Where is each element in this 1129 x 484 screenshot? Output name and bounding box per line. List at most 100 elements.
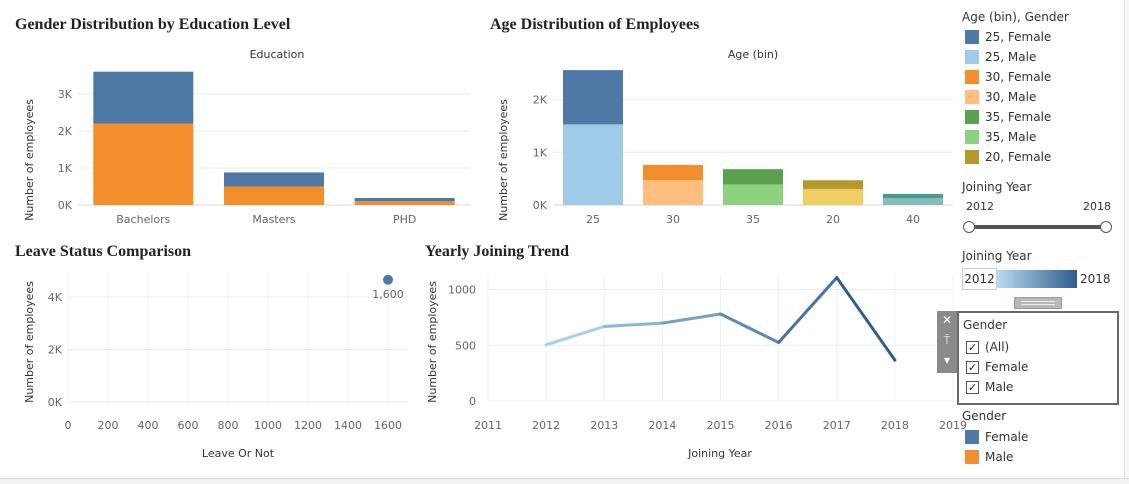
x-tick-label: 400 [138, 419, 159, 432]
education-ylabel: Number of employees [23, 99, 36, 221]
x-tick-label: 2019 [939, 419, 967, 432]
bar-age-20-female[interactable] [803, 180, 863, 190]
bar-masters-female[interactable] [224, 172, 324, 187]
slider-low-handle[interactable] [963, 221, 975, 233]
line-segment-2017[interactable] [835, 276, 897, 362]
close-icon[interactable]: ✕ [941, 313, 953, 327]
leave-ylabel: Number of employees [23, 281, 36, 403]
gender-legend-item[interactable]: Female [965, 429, 1028, 445]
checkbox[interactable]: ✓ [966, 360, 979, 374]
x-tick-label: 1400 [334, 419, 362, 432]
age-chart-title: Age Distribution of Employees [490, 16, 700, 33]
line-segment-2015[interactable] [719, 312, 781, 345]
x-tick-label: Masters [252, 213, 296, 226]
age-gender-legend-title: Age (bin), Gender [962, 10, 1069, 24]
x-tick-label: 800 [218, 419, 239, 432]
line-segment-2014[interactable] [660, 312, 722, 325]
joining-year-color-title: Joining Year [962, 249, 1032, 263]
gender-legend-item[interactable]: Male [965, 449, 1013, 465]
education-bar-chart[interactable]: Education Number of employees 0K 1K 2K 3K B… [0, 40, 470, 235]
bar-age-30-male[interactable] [643, 180, 703, 205]
checkbox-label: Male [985, 380, 1014, 394]
chevron-down-icon[interactable]: ▾ [943, 353, 951, 367]
x-tick-label: 30 [666, 213, 680, 226]
legend-item[interactable]: 30, Female [965, 69, 1051, 85]
line-segment-2013[interactable] [602, 321, 664, 328]
gender-filter-card: Gender ✓ (All) ✓ Female ✓ Male [957, 311, 1119, 405]
bar-age-40-female[interactable] [883, 193, 943, 199]
bar-age-25-female[interactable] [563, 70, 623, 125]
legend-label: 20, Female [985, 150, 1052, 164]
joining-line-chart[interactable]: Number of employees Joining Year 0 500 100… [420, 262, 967, 472]
legend-swatch [965, 110, 979, 124]
legend-swatch [965, 30, 979, 44]
age-bar-chart[interactable]: Age (bin) Number of employees 0K 1K 2K 25 3… [475, 40, 955, 235]
joining-xlabel: Joining Year [687, 447, 752, 460]
legend-item[interactable]: 25, Male [965, 49, 1036, 65]
line-segment-2016[interactable] [777, 276, 839, 345]
drag-grip-icon[interactable] [1014, 297, 1062, 309]
legend-item[interactable]: 25, Female [965, 29, 1051, 45]
checkbox[interactable]: ✓ [966, 340, 979, 354]
x-tick-label: 2011 [474, 419, 502, 432]
legend-label: 25, Male [985, 50, 1037, 64]
bar-bachelors-male[interactable] [93, 123, 194, 205]
y-tick-label: 0K [58, 199, 73, 212]
scatter-point[interactable] [383, 274, 393, 285]
x-tick-label: 25 [586, 213, 600, 226]
legend-item[interactable]: 30, Male [965, 89, 1036, 105]
legend-label: 30, Male [985, 90, 1037, 104]
x-tick-label: 2015 [707, 419, 735, 432]
y-tick-label: 2K [48, 343, 63, 356]
checkbox[interactable]: ✓ [966, 380, 979, 394]
x-tick-label: 600 [178, 419, 199, 432]
legend-swatch [965, 150, 979, 164]
scrollbar-track[interactable] [1124, 0, 1129, 478]
y-tick-label: 1000 [448, 284, 476, 297]
bar-age-20-male[interactable] [803, 189, 863, 205]
filter-toolbar: ✕ ⍑ ▾ [937, 311, 957, 373]
gender-filter-option[interactable]: ✓ (All) [966, 339, 1009, 355]
x-tick-label: 1200 [294, 419, 322, 432]
x-tick-label: 2014 [648, 419, 676, 432]
legend-item[interactable]: 35, Female [965, 109, 1051, 125]
y-tick-label: 4K [48, 291, 63, 304]
gender-filter-option[interactable]: ✓ Female [966, 359, 1028, 375]
line-segment-2012[interactable] [544, 324, 606, 347]
gender-legend-title: Gender [962, 409, 1007, 423]
joining-ylabel: Number of employees [426, 281, 439, 403]
education-chart-title: Gender Distribution by Education Level [15, 16, 291, 33]
legend-swatch [965, 50, 979, 64]
y-tick-label: 500 [455, 339, 476, 352]
gender-filter-option[interactable]: ✓ Male [966, 379, 1013, 395]
bar-age-30-female[interactable] [643, 164, 703, 181]
x-tick-label: 2016 [765, 419, 793, 432]
bar-age-35-male[interactable] [723, 184, 783, 205]
y-tick-label: 0 [469, 395, 476, 408]
x-tick-label: 2013 [590, 419, 618, 432]
pin-icon[interactable]: ⍑ [943, 333, 951, 347]
bar-phd-female[interactable] [354, 197, 455, 202]
slider-min-label: 2012 [966, 200, 994, 213]
leave-scatter-chart[interactable]: Number of employees Leave Or Not 0K2K4K … [0, 262, 420, 472]
y-tick-label: 1K [58, 162, 73, 175]
y-tick-label: 0K [533, 199, 548, 212]
gradient-max-label: 2018 [1080, 272, 1111, 286]
legend-swatch [965, 90, 979, 104]
bar-phd-male[interactable] [354, 201, 455, 205]
bar-bachelors-female[interactable] [93, 71, 194, 124]
legend-item[interactable]: 35, Male [965, 129, 1036, 145]
bar-masters-male[interactable] [224, 186, 324, 205]
slider-high-handle[interactable] [1100, 221, 1112, 233]
bar-age-35-female[interactable] [723, 169, 783, 185]
joining-year-slider-track[interactable] [969, 225, 1106, 229]
x-tick-label: 2017 [823, 419, 851, 432]
bar-age-40-male[interactable] [883, 198, 943, 205]
bar-age-25-male[interactable] [563, 124, 623, 205]
gender-filter-title: Gender [963, 318, 1008, 332]
y-tick-label: 1K [533, 146, 548, 159]
legend-item[interactable]: 20, Female [965, 149, 1051, 165]
age-ylabel: Number of employees [497, 99, 510, 221]
education-column-header: Education [250, 48, 305, 61]
slider-max-label: 2018 [1083, 200, 1111, 213]
